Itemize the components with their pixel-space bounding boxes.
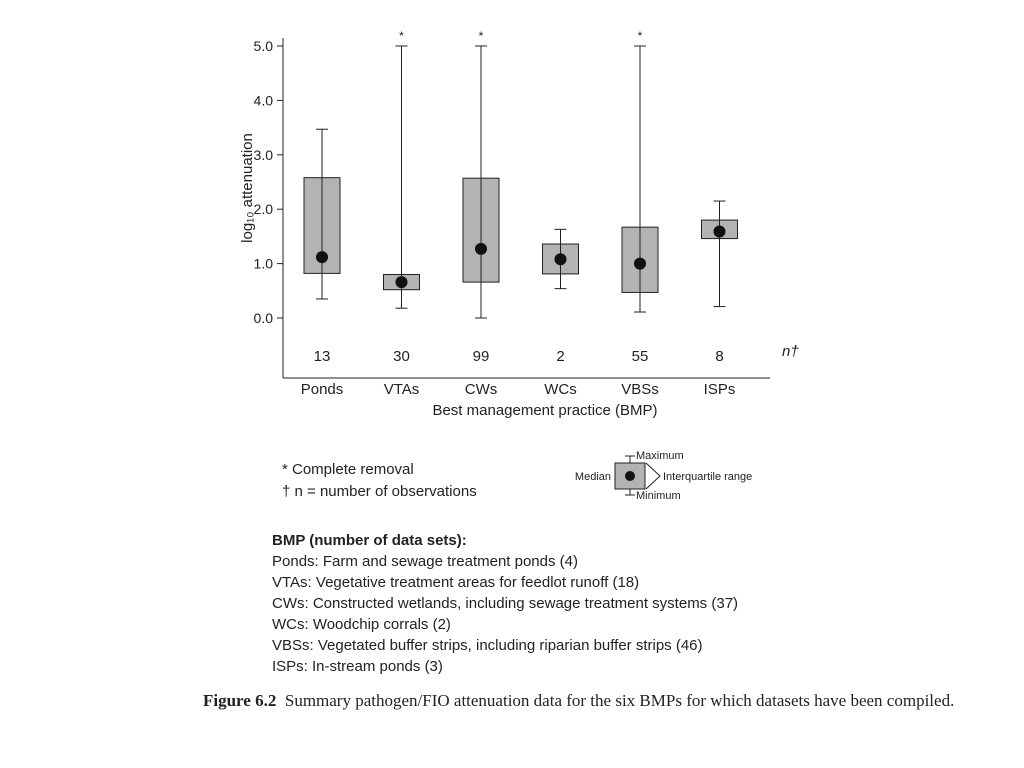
y-tick-label: 2.0 bbox=[254, 201, 274, 217]
x-category-label: WCs bbox=[544, 381, 577, 398]
box-key-iqr-bracket bbox=[645, 462, 661, 490]
n-count: 8 bbox=[715, 348, 723, 365]
n-row-label: n† bbox=[782, 343, 799, 360]
box-cws: * bbox=[462, 29, 500, 319]
y-tick-label: 5.0 bbox=[254, 38, 274, 54]
box-vbss: * bbox=[621, 29, 659, 313]
box-key-median-dot bbox=[625, 471, 635, 481]
box-vtas: * bbox=[383, 29, 420, 309]
median-dot bbox=[316, 251, 328, 264]
x-axis-category-labels: Ponds VTAs CWs WCs VBSs ISPs bbox=[301, 381, 736, 398]
y-tick-label: 1.0 bbox=[254, 256, 274, 272]
median-dot bbox=[554, 253, 567, 266]
box-key-median-label: Median bbox=[575, 471, 611, 483]
x-category-label: Ponds bbox=[301, 381, 344, 398]
median-dot bbox=[713, 225, 726, 238]
median-dot bbox=[475, 242, 487, 255]
y-tick-label: 3.0 bbox=[254, 147, 274, 163]
box-key-minimum-label: Minimum bbox=[636, 490, 681, 502]
x-category-label: VBSs bbox=[621, 381, 659, 398]
bmp-list-item: CWs: Constructed wetlands, including sew… bbox=[272, 595, 738, 612]
bmp-list-heading: BMP (number of data sets): bbox=[272, 532, 467, 549]
median-dot bbox=[634, 257, 646, 270]
box-isps bbox=[701, 200, 738, 308]
y-tick-label: 4.0 bbox=[254, 92, 274, 108]
x-axis-label: Best management practice (BMP) bbox=[432, 402, 657, 419]
bmp-list: BMP (number of data sets): Ponds: Farm a… bbox=[272, 532, 738, 675]
complete-removal-marker: * bbox=[638, 29, 643, 43]
bmp-list-item: Ponds: Farm and sewage treatment ponds (… bbox=[272, 553, 578, 570]
legend-complete-removal: * Complete removal bbox=[282, 461, 414, 478]
box-key-maximum-label: Maximum bbox=[636, 450, 684, 462]
n-count: 2 bbox=[556, 348, 564, 365]
caption-label: Figure 6.2 bbox=[203, 691, 277, 710]
x-category-label: CWs bbox=[465, 381, 498, 398]
x-category-label: VTAs bbox=[384, 381, 420, 398]
median-dot bbox=[395, 276, 408, 289]
legend-n-definition: † n = number of observations bbox=[282, 483, 477, 500]
complete-removal-marker: * bbox=[399, 29, 404, 43]
bmp-list-item: VTAs: Vegetative treatment areas for fee… bbox=[272, 574, 639, 591]
figure-caption: Figure 6.2 Summary pathogen/FIO attenuat… bbox=[203, 690, 993, 712]
bmp-list-item: ISPs: In-stream ponds (3) bbox=[272, 658, 443, 675]
x-category-label: ISPs bbox=[704, 381, 736, 398]
box-key: Median Maximum Interquartile range Minim… bbox=[575, 450, 752, 502]
complete-removal-marker: * bbox=[479, 29, 484, 43]
y-axis-ticks: 0.0 1.0 2.0 3.0 4.0 5.0 bbox=[254, 38, 283, 326]
n-count: 99 bbox=[473, 348, 490, 365]
bmp-list-item: VBSs: Vegetated buffer strips, including… bbox=[272, 637, 703, 654]
legend: * Complete removal † n = number of obser… bbox=[282, 450, 752, 502]
n-count-row: 13 30 99 2 55 8 bbox=[314, 348, 724, 365]
box-key-iqr-label: Interquartile range bbox=[663, 471, 752, 483]
n-count: 13 bbox=[314, 348, 331, 365]
box-ponds bbox=[303, 128, 341, 300]
y-tick-label: 0.0 bbox=[254, 310, 274, 326]
caption-text: Summary pathogen/FIO attenuation data fo… bbox=[284, 691, 955, 710]
n-count: 55 bbox=[632, 348, 649, 365]
n-count: 30 bbox=[393, 348, 410, 365]
box-plot: 0.01.02.03.04.05.0 log₁₀ attenuation * * *… bbox=[239, 29, 799, 419]
box-wcs bbox=[542, 228, 579, 290]
boxes: * * * bbox=[303, 29, 738, 319]
y-axis-label: log₁₀ attenuation bbox=[239, 133, 256, 243]
bmp-list-item: WCs: Woodchip corrals (2) bbox=[272, 616, 451, 633]
